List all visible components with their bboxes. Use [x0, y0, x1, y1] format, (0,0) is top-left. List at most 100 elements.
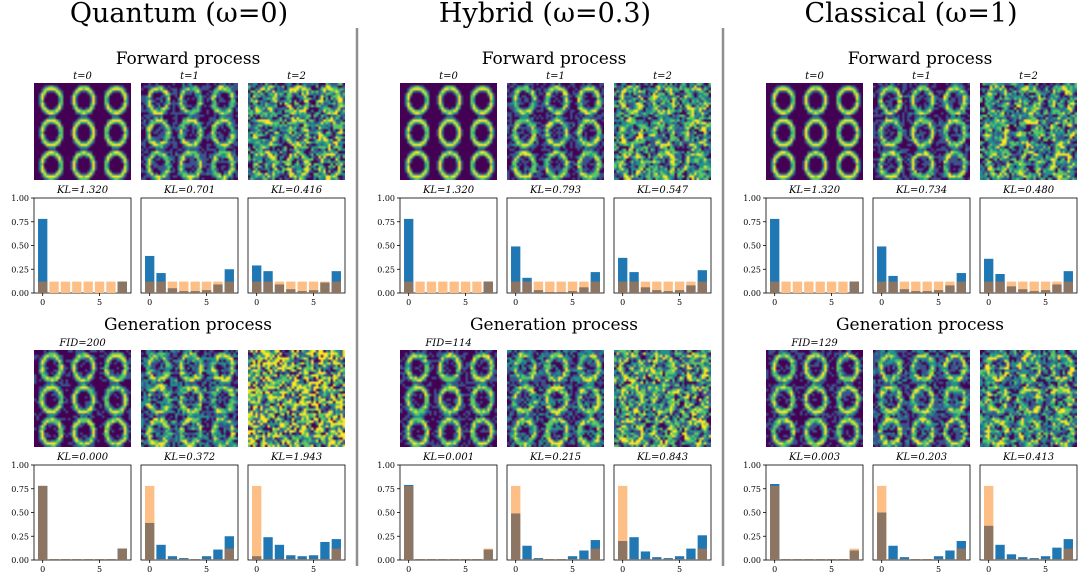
digit-image	[614, 350, 711, 447]
forward-image-label: t=0	[805, 71, 824, 82]
bar-overlap	[38, 281, 48, 293]
bar-overlap	[472, 559, 482, 560]
x-tick-label: 5	[829, 565, 834, 574]
bar-overlap	[522, 281, 532, 293]
bar-overlap	[556, 559, 566, 560]
bar-overlap	[956, 548, 966, 560]
bar	[167, 281, 178, 293]
bar	[156, 544, 166, 560]
bar-overlap	[297, 559, 307, 560]
bar-overlap	[1052, 559, 1062, 560]
bar-overlap	[533, 559, 544, 560]
x-tick-label: 5	[1043, 298, 1048, 307]
x-tick-label: 0	[620, 565, 625, 574]
bar-overlap	[320, 559, 330, 560]
plot-frame	[872, 464, 971, 561]
bar-overlap	[922, 291, 932, 293]
bar	[297, 281, 307, 293]
y-tick-label: 0.50	[743, 242, 761, 251]
generation-heading: Generation process	[104, 315, 272, 335]
bar-overlap	[899, 559, 910, 560]
bar-overlap	[945, 285, 955, 293]
x-tick-label: 5	[936, 298, 941, 307]
bar	[286, 281, 296, 293]
bar-overlap	[145, 281, 155, 293]
y-tick-label: 0.25	[743, 532, 761, 541]
bar-overlap	[545, 559, 555, 560]
bar	[224, 536, 234, 560]
bar	[72, 281, 82, 293]
bar	[579, 550, 589, 560]
bar-overlap	[590, 548, 600, 560]
bar	[263, 537, 273, 560]
digit-image	[980, 83, 1077, 180]
bar	[556, 281, 566, 293]
plot-frame	[247, 197, 346, 294]
x-tick-label: 0	[513, 565, 518, 574]
bar-overlap	[72, 559, 82, 560]
bar-overlap	[213, 559, 223, 560]
bar-overlap	[1052, 284, 1062, 293]
bar-overlap	[190, 291, 200, 293]
bar-overlap	[652, 290, 662, 293]
plot-frame	[33, 464, 132, 561]
y-tick-label: 0.00	[743, 289, 761, 298]
bar	[297, 556, 307, 560]
bar	[1040, 281, 1051, 293]
bar	[945, 550, 955, 560]
kl-label: KL=0.416	[270, 185, 323, 196]
x-tick-label: 5	[677, 298, 682, 307]
bar-overlap	[567, 559, 578, 560]
digit-image	[873, 350, 970, 447]
chart-column-1: Hybrid (ω=0.3) Forward process t=0 KL=1.320…	[377, 0, 712, 574]
digit-image	[34, 83, 131, 180]
bar-overlap	[1018, 559, 1028, 560]
bar-overlap	[579, 287, 589, 293]
x-tick-label: 5	[1043, 565, 1048, 574]
bar	[533, 281, 544, 293]
x-tick-label: 5	[936, 565, 941, 574]
digit-image	[400, 350, 497, 447]
bar	[213, 549, 223, 560]
plot-frame	[140, 197, 239, 294]
y-tick-label: 0.25	[377, 532, 395, 541]
bar-overlap	[483, 281, 493, 293]
y-tick-label: 0.75	[377, 485, 395, 494]
bar-overlap	[94, 559, 105, 560]
plot-frame	[140, 464, 239, 561]
forward-image-label: t=0	[73, 71, 92, 82]
bar-overlap	[674, 290, 685, 293]
bar	[308, 555, 319, 560]
x-tick-label: 5	[311, 298, 316, 307]
bar	[274, 544, 285, 560]
y-tick-label: 0.75	[11, 485, 29, 494]
x-tick-label: 0	[254, 298, 259, 307]
digit-image	[248, 350, 345, 447]
bar	[984, 485, 994, 560]
plot-frame	[979, 464, 1078, 561]
bar-overlap	[1063, 548, 1073, 560]
bar-overlap	[1063, 281, 1073, 293]
bar-overlap	[995, 281, 1005, 293]
bar	[781, 281, 791, 293]
plot-frame	[613, 197, 712, 294]
bar-overlap	[781, 559, 791, 560]
bar-overlap	[426, 559, 437, 560]
bar	[1006, 554, 1017, 560]
x-tick-label: 5	[463, 298, 468, 307]
bar	[252, 485, 262, 560]
digit-image	[141, 83, 238, 180]
y-tick-label: 0.00	[377, 289, 395, 298]
plot-frame	[399, 464, 498, 561]
y-tick-label: 0.50	[11, 242, 29, 251]
bar-overlap	[297, 291, 307, 293]
bar	[1018, 281, 1028, 293]
bar	[826, 281, 837, 293]
generation-heading: Generation process	[836, 315, 1004, 335]
bar-overlap	[167, 288, 178, 293]
bar-overlap	[899, 289, 910, 293]
plot-frame	[872, 197, 971, 294]
bar-overlap	[201, 290, 212, 293]
bar-overlap	[522, 559, 532, 560]
